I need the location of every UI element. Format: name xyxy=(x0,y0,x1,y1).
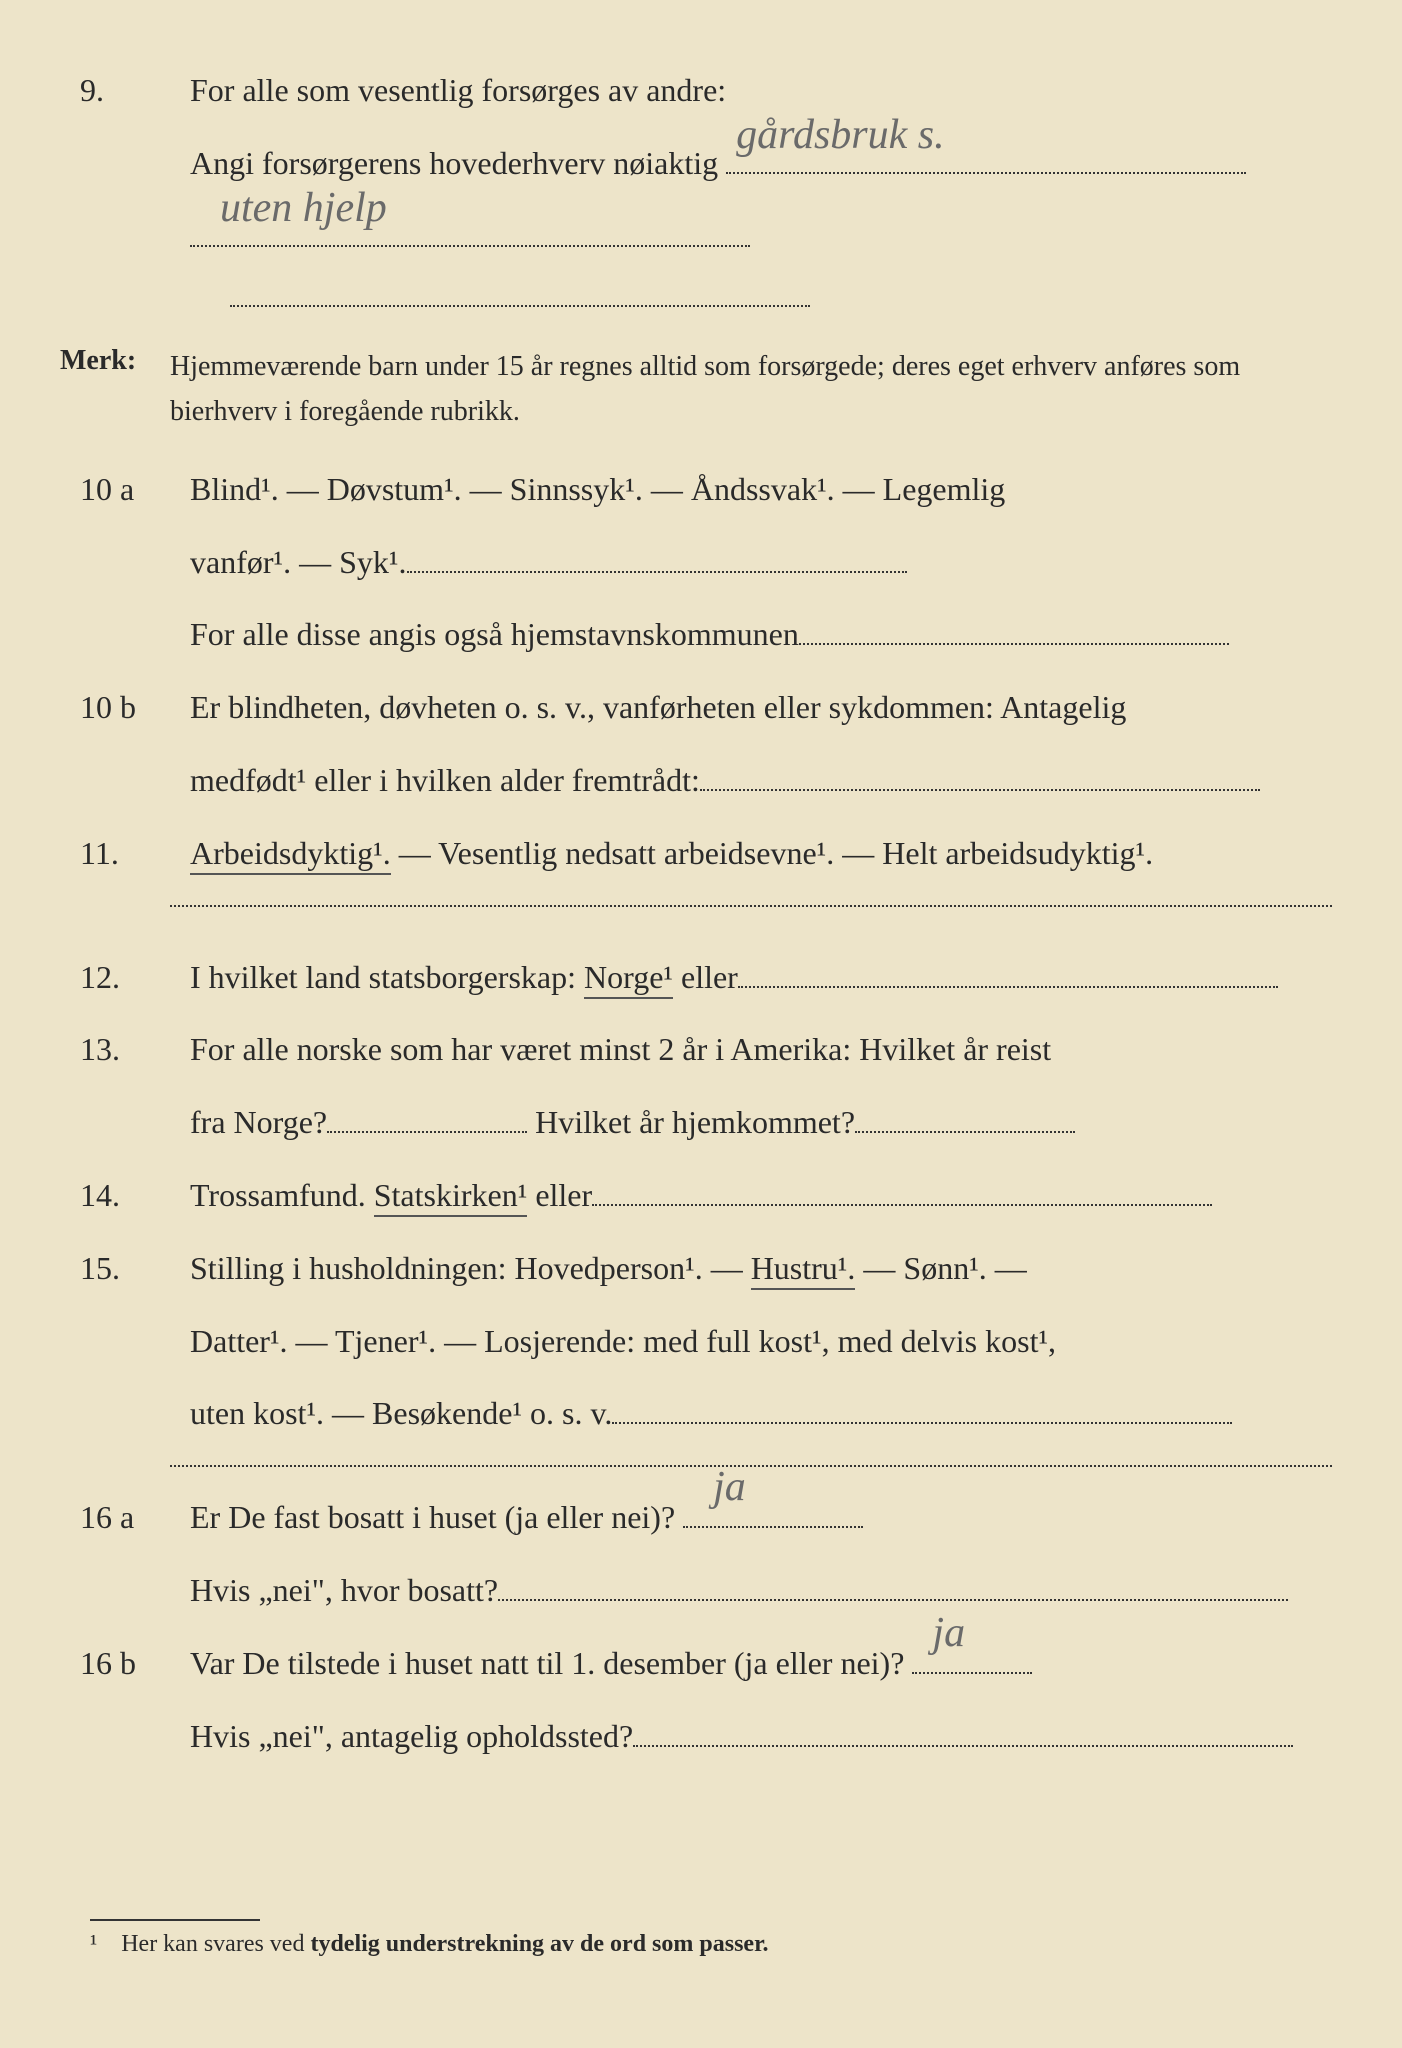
q14-text: Trossamfund. Statskirken¹ eller xyxy=(190,1165,1332,1226)
footnote-rule xyxy=(90,1919,260,1921)
q16b-row2: Hvis „nei", antagelig opholdssted? xyxy=(60,1706,1332,1767)
q14-underlined: Statskirken¹ xyxy=(374,1177,528,1217)
q16b-line2: Hvis „nei", antagelig opholdssted? xyxy=(190,1706,1332,1767)
q16a-row2: Hvis „nei", hvor bosatt? xyxy=(60,1560,1332,1621)
q10a-row1: 10 a Blind¹. — Døvstum¹. — Sinnssyk¹. — … xyxy=(60,459,1332,520)
q9-blank-line xyxy=(230,305,810,307)
q16b-answer-field: ja xyxy=(912,1672,1032,1674)
q15-line2: Datter¹. — Tjener¹. — Losjerende: med fu… xyxy=(190,1311,1332,1372)
q11-row: 11. Arbeidsdyktig¹. — Vesentlig nedsatt … xyxy=(60,823,1332,884)
q10b-line2: medfødt¹ eller i hvilken alder fremtrådt… xyxy=(190,750,1332,811)
q10a-line2: vanfør¹. — Syk¹. xyxy=(190,532,1332,593)
q15-row2: Datter¹. — Tjener¹. — Losjerende: med fu… xyxy=(60,1311,1332,1372)
q10b-row2: medfødt¹ eller i hvilken alder fremtrådt… xyxy=(60,750,1332,811)
q13-line1: For alle norske som har været minst 2 år… xyxy=(190,1019,1332,1080)
q16a-answer: ja xyxy=(713,1448,746,1528)
q16a-row1: 16 a Er De fast bosatt i huset (ja eller… xyxy=(60,1487,1332,1548)
q15-line3: uten kost¹. — Besøkende¹ o. s. v. xyxy=(190,1383,1332,1444)
q16b-number: 16 b xyxy=(60,1633,190,1694)
q16b-line1: Var De tilstede i huset natt til 1. dese… xyxy=(190,1633,1332,1694)
q16a-line1: Er De fast bosatt i huset (ja eller nei)… xyxy=(190,1487,1332,1548)
q10a-number: 10 a xyxy=(60,459,190,520)
q11-underlined: Arbeidsdyktig¹. xyxy=(190,835,391,875)
footnote: ¹ Her kan svares ved tydelig understrekn… xyxy=(90,1911,1332,1958)
q15-blank-line xyxy=(170,1464,1332,1467)
q10b-line1: Er blindheten, døvheten o. s. v., vanfør… xyxy=(190,677,1332,738)
q13-line2: fra Norge? Hvilket år hjemkommet? xyxy=(190,1092,1332,1153)
q15-line1: Stilling i husholdningen: Hovedperson¹. … xyxy=(190,1238,1332,1299)
q15-row1: 15. Stilling i husholdningen: Hovedperso… xyxy=(60,1238,1332,1299)
q9-answer-2: uten hjelp xyxy=(220,169,387,249)
q12-number: 12. xyxy=(60,947,190,1008)
q13-row1: 13. For alle norske som har været minst … xyxy=(60,1019,1332,1080)
footnote-marker: ¹ xyxy=(90,1931,97,1957)
q11-blank-line xyxy=(170,904,1332,907)
q14-row: 14. Trossamfund. Statskirken¹ eller xyxy=(60,1165,1332,1226)
q14-number: 14. xyxy=(60,1165,190,1226)
q12-underlined: Norge¹ xyxy=(584,959,673,999)
q9-row1: 9. For alle som vesentlig forsørges av a… xyxy=(60,60,1332,121)
q15-underlined: Hustru¹. xyxy=(751,1250,856,1290)
q10b-number: 10 b xyxy=(60,677,190,738)
q11-number: 11. xyxy=(60,823,190,884)
q9-row3: uten hjelp xyxy=(60,206,1332,328)
q9-answer-1: gårdsbruk s. xyxy=(736,96,944,176)
q15-number: 15. xyxy=(60,1238,190,1299)
q10a-row3: For alle disse angis også hjemstavnskomm… xyxy=(60,604,1332,665)
q9-number: 9. xyxy=(60,60,190,121)
q15-row3: uten kost¹. — Besøkende¹ o. s. v. xyxy=(60,1383,1332,1444)
q16a-answer-field: ja xyxy=(683,1526,863,1528)
merk-label: Merk: xyxy=(60,345,170,377)
q13-row2: fra Norge? Hvilket år hjemkommet? xyxy=(60,1092,1332,1153)
q9-answer-field-1: gårdsbruk s. xyxy=(726,172,1246,174)
q9-answer-field-2: uten hjelp xyxy=(190,245,750,247)
q16a-number: 16 a xyxy=(60,1487,190,1548)
merk-text: Hjemmeværende barn under 15 år regnes al… xyxy=(170,345,1332,435)
q10a-line1: Blind¹. — Døvstum¹. — Sinnssyk¹. — Åndss… xyxy=(190,459,1332,520)
q12-text: I hvilket land statsborgerskap: Norge¹ e… xyxy=(190,947,1332,1008)
q10a-line3: For alle disse angis også hjemstavnskomm… xyxy=(190,604,1332,665)
q11-text: Arbeidsdyktig¹. — Vesentlig nedsatt arbe… xyxy=(190,823,1332,884)
q10b-row1: 10 b Er blindheten, døvheten o. s. v., v… xyxy=(60,677,1332,738)
q16b-answer: ja xyxy=(932,1594,965,1674)
q12-row: 12. I hvilket land statsborgerskap: Norg… xyxy=(60,947,1332,1008)
merk-row: Merk: Hjemmeværende barn under 15 år reg… xyxy=(60,345,1332,435)
footnote-text: Her kan svares ved tydelig understreknin… xyxy=(121,1931,768,1957)
q13-number: 13. xyxy=(60,1019,190,1080)
q16b-row1: 16 b Var De tilstede i huset natt til 1.… xyxy=(60,1633,1332,1694)
census-form-page: 9. For alle som vesentlig forsørges av a… xyxy=(0,0,1402,2048)
q10a-row2: vanfør¹. — Syk¹. xyxy=(60,532,1332,593)
q16a-line2: Hvis „nei", hvor bosatt? xyxy=(190,1560,1332,1621)
